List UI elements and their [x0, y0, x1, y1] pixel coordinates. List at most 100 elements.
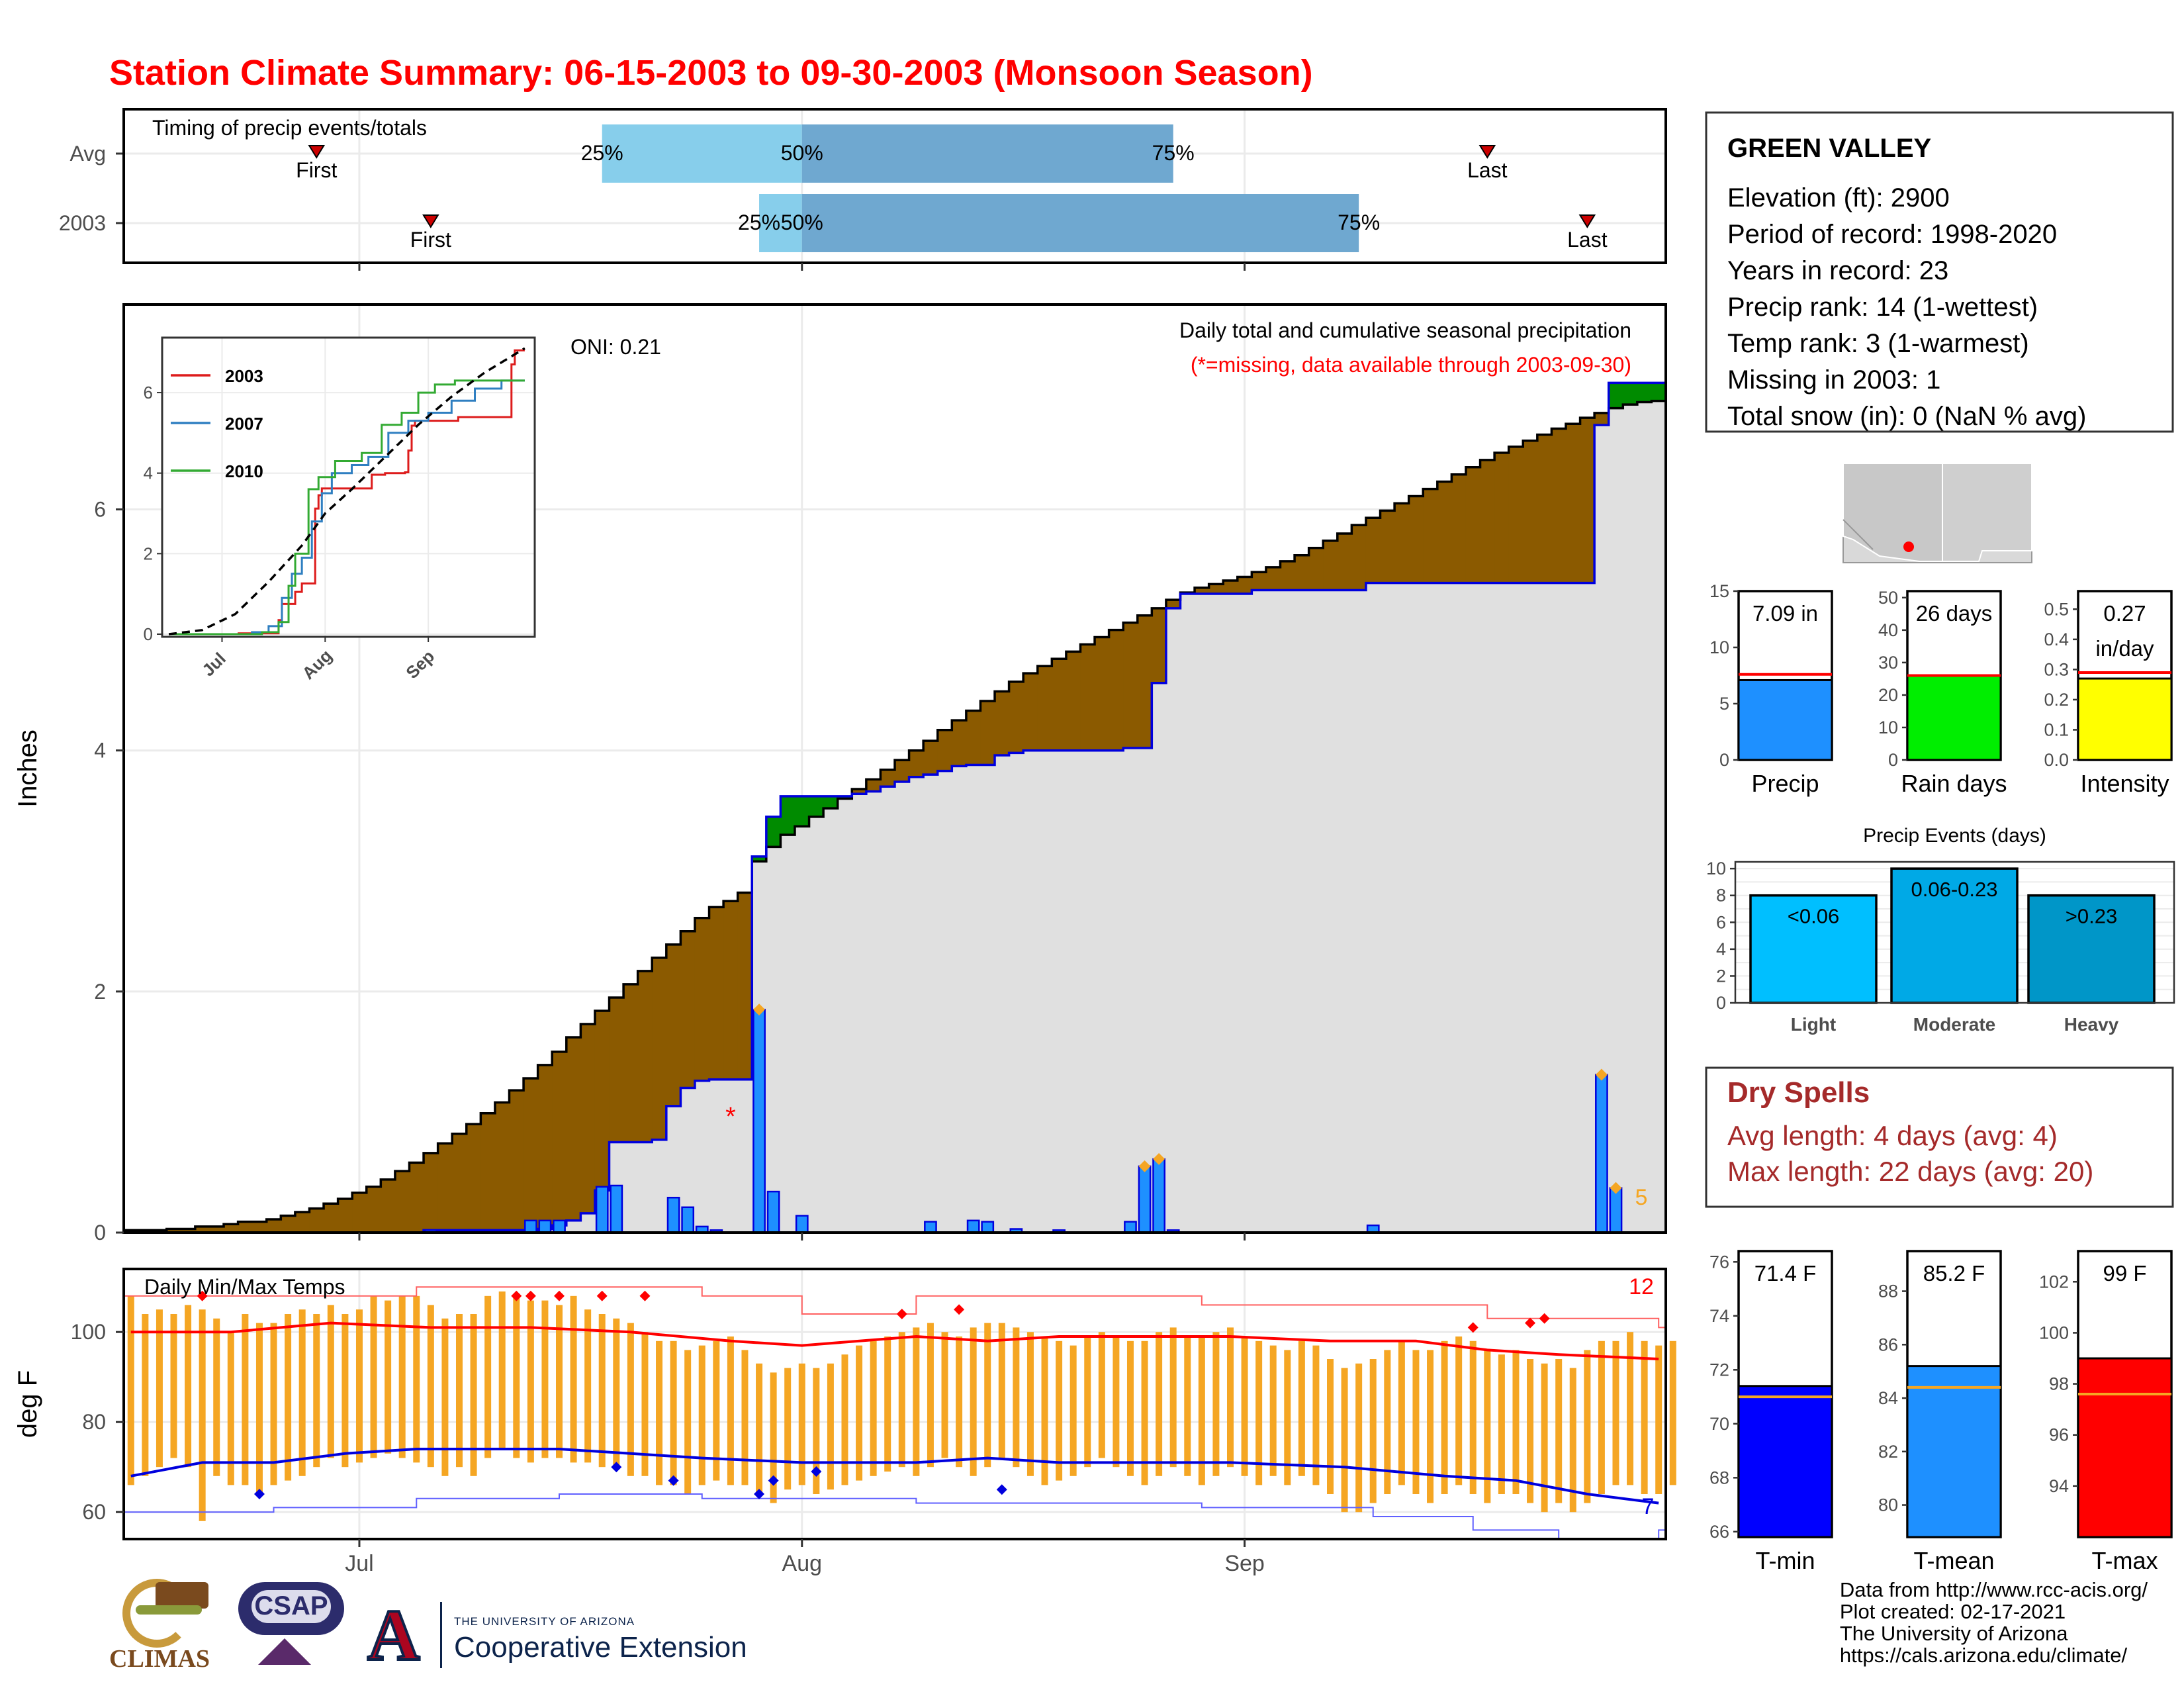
temps-daily-range-bar: [656, 1340, 663, 1485]
precip-orange-marker: [753, 1004, 766, 1016]
temps-daily-range-bar: [1541, 1363, 1548, 1513]
station-info-line: Temp rank: 3 (1-warmest): [1727, 329, 2029, 358]
temps-daily-range-bar: [1126, 1340, 1134, 1476]
csap-wordmark: CSAP: [254, 1591, 328, 1620]
events-ytick-label: 10: [1706, 859, 1726, 878]
footer-line-created: Plot created: 02-17-2021: [1839, 1600, 2066, 1623]
station-info-line: Missing in 2003: 1: [1727, 365, 1940, 395]
temps-daily-range-bar: [413, 1295, 420, 1463]
temps-daily-range-bar: [784, 1368, 792, 1490]
precip-base-fill: [1523, 583, 1538, 1233]
precip-base-fill: [723, 1079, 739, 1233]
precip-surplus-fill: [837, 796, 852, 799]
temps-daily-range-bar: [370, 1295, 377, 1458]
station-info-line: Precip rank: 14 (1-wettest): [1727, 293, 2038, 322]
temps-daily-range-bar: [1627, 1332, 1634, 1485]
temp-summary-ytick-label: 82: [1878, 1442, 1898, 1462]
temps-blue-marker: [611, 1462, 622, 1473]
timing-label-25: 25%: [581, 141, 623, 165]
precip-base-fill: [1152, 682, 1167, 1233]
temps-daily-range-bar: [1184, 1336, 1191, 1476]
precip-deficit-fill: [238, 1221, 253, 1233]
temp-summary-value-label: 85.2 F: [1923, 1261, 1985, 1286]
temps-daily-range-bar: [713, 1340, 720, 1481]
temps-red-marker: [525, 1290, 536, 1301]
temps-count-low: 7: [1642, 1494, 1655, 1519]
temps-daily-range-bar: [1056, 1340, 1063, 1481]
precip-base-fill: [937, 771, 952, 1233]
temps-daily-range-bar: [398, 1295, 406, 1458]
precip-base-fill: [1323, 590, 1338, 1233]
precip-base-fill: [694, 1080, 710, 1233]
temps-daily-range-bar: [1384, 1350, 1391, 1494]
temps-daily-range-bar: [1669, 1340, 1676, 1485]
events-ytick-label: 6: [1716, 912, 1726, 932]
precip-deficit-fill: [995, 691, 1010, 755]
precip-deficit-fill: [637, 970, 653, 1143]
temps-blue-marker: [996, 1484, 1007, 1495]
precip-daily-bar: [795, 1215, 809, 1234]
timing-first-label: First: [410, 228, 451, 252]
temps-daily-range-bar: [641, 1332, 649, 1476]
summary-ytick-label: 0: [1719, 750, 1729, 770]
station-info-line: Total snow (in): 0 (NaN % avg): [1727, 402, 2086, 431]
precip-deficit-fill: [623, 984, 639, 1143]
temps-daily-range-bar: [513, 1295, 520, 1458]
precip-base-fill: [1408, 583, 1424, 1233]
precip-deficit-fill: [1123, 622, 1138, 749]
summary-ytick-label: 30: [1878, 653, 1898, 673]
temps-daily-range-bar: [327, 1305, 334, 1458]
temps-daily-range-bar: [498, 1291, 506, 1449]
precip-base-fill: [1394, 583, 1410, 1233]
map-newmexico-shape: [1942, 463, 2032, 562]
precip-deficit-fill: [1408, 496, 1424, 583]
precip-ytick-label: 6: [94, 498, 106, 522]
precip-base-fill: [1365, 583, 1381, 1233]
temps-red-marker: [1525, 1317, 1536, 1329]
precip-base-fill: [1052, 750, 1067, 1233]
temps-daily-range-bar: [142, 1314, 149, 1476]
temps-daily-range-bar: [841, 1354, 848, 1485]
precip-deficit-fill: [1223, 580, 1238, 594]
temps-blue-marker: [768, 1475, 779, 1486]
precip-deficit-fill: [409, 1162, 424, 1233]
temps-daily-range-bar: [1141, 1340, 1148, 1485]
precip-deficit-fill: [1551, 428, 1567, 583]
temps-red-marker: [511, 1290, 522, 1301]
timing-bar-q1: [602, 124, 802, 183]
temps-daily-range-bar: [1498, 1354, 1505, 1494]
precip-deficit-fill: [1480, 459, 1495, 583]
temps-daily-range-bar: [1198, 1336, 1205, 1485]
precip-deficit-fill: [723, 901, 739, 1080]
precip-daily-bar: [1138, 1165, 1152, 1234]
timing-label-75: 75%: [1338, 211, 1380, 234]
summary-value-label: 26 days: [1916, 601, 1993, 626]
precip-orange-marker: [1595, 1068, 1608, 1081]
precip-base-fill: [709, 1079, 724, 1233]
temps-daily-range-bar: [1226, 1327, 1234, 1468]
timing-label-75: 75%: [1152, 141, 1195, 165]
temps-ytick-label: 80: [82, 1410, 106, 1434]
precip-panel-title: Daily total and cumulative seasonal prec…: [1179, 318, 1631, 342]
temps-red-marker: [1539, 1313, 1550, 1324]
precip-base-fill: [1080, 750, 1095, 1233]
precip-base-fill: [1180, 593, 1195, 1233]
precip-deficit-fill: [1451, 474, 1467, 583]
precip-base-fill: [623, 1142, 639, 1233]
temps-ytick-label: 60: [82, 1500, 106, 1524]
precip-deficit-fill: [1437, 481, 1452, 583]
temps-daily-range-bar: [556, 1305, 563, 1458]
climas-wordmark: CLIMAS: [109, 1645, 210, 1673]
precip-surplus-fill: [1623, 383, 1638, 405]
temps-daily-range-bar: [541, 1300, 549, 1458]
temps-daily-range-bar: [770, 1372, 777, 1503]
temp-summary-ytick-label: 76: [1709, 1252, 1729, 1272]
precip-base-fill: [866, 791, 882, 1233]
temps-daily-range-bar: [441, 1318, 449, 1476]
precip-ytick-label: 0: [94, 1221, 106, 1244]
events-bar-label: >0.23: [2066, 905, 2117, 928]
temps-daily-range-bar: [627, 1323, 634, 1476]
temps-daily-range-bar: [1269, 1345, 1277, 1476]
precip-base-fill: [1009, 753, 1024, 1233]
precip-daily-bar: [1124, 1221, 1137, 1234]
